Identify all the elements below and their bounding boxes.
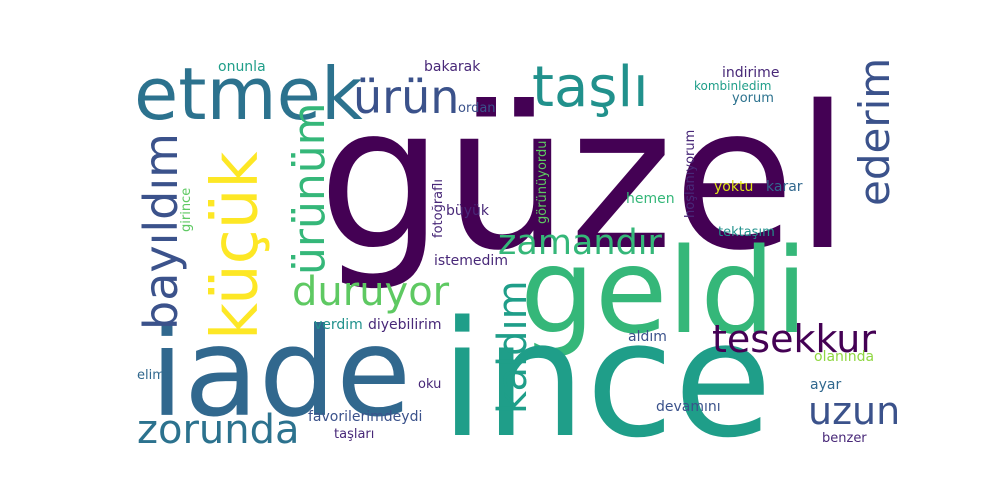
- word-tektasim: tektaşım: [718, 225, 775, 240]
- word-benzer: benzer: [822, 431, 867, 446]
- word-taslari: taşları: [334, 427, 375, 442]
- word-karar: karar: [766, 179, 803, 195]
- word-oku: oku: [418, 377, 442, 392]
- word-geldi: geldi: [520, 222, 808, 360]
- word-kaldim: kaldım: [490, 280, 536, 414]
- word-indirime: indirime: [722, 65, 780, 81]
- word-tasli: taşlı: [532, 55, 649, 120]
- word-zamandir: zamandır: [498, 223, 662, 263]
- word-olaninda: olanında: [814, 349, 875, 365]
- word-onunla: onunla: [218, 59, 266, 75]
- word-fotografli: fotoğraflı: [431, 179, 446, 238]
- word-iade: iade: [150, 302, 412, 444]
- word-bayildim: bayıldım: [134, 133, 188, 330]
- word-ederim: ederim: [850, 57, 899, 206]
- word-istemedim: istemedim: [434, 253, 508, 269]
- word-gorunuyordu: görünüyordu: [535, 140, 550, 224]
- word-zorunda: zorunda: [137, 407, 300, 453]
- word-bakarak: bakarak: [424, 59, 481, 75]
- word-kucuk: küçük: [199, 151, 273, 340]
- word-ince: ince: [440, 286, 773, 473]
- word-diyebilirim: diyebilirim: [368, 317, 442, 333]
- word-urun: ürün: [353, 70, 460, 124]
- word-urunum: ürünüm: [284, 102, 335, 276]
- word-duruyor: duruyor: [292, 269, 450, 315]
- word-ordan: ordan: [458, 101, 496, 116]
- word-hoslaniyorum: hoşlanıyorum: [683, 129, 698, 218]
- word-verdim: verdim: [314, 317, 363, 333]
- word-yoktu: yoktu: [714, 179, 754, 195]
- word-yorum: yorum: [732, 91, 774, 106]
- word-tesekkur: tesekkur: [712, 317, 877, 361]
- word-favorilerimdeydi: favorilerimdeydi: [308, 409, 423, 425]
- word-uzun: uzun: [808, 389, 901, 433]
- word-hemen: hemen: [626, 191, 675, 207]
- word-girince: girince: [179, 187, 194, 232]
- word-guzel: güzel: [318, 63, 850, 294]
- word-devamini: devamını: [656, 399, 721, 415]
- word-buyuk: büyük: [446, 203, 490, 219]
- word-kombinledim: kombinledim: [694, 79, 772, 93]
- word-aldim: aldım: [628, 329, 667, 345]
- word-etmek: etmek: [134, 52, 363, 136]
- word-elime: elime: [137, 368, 173, 383]
- word-ayar: ayar: [810, 377, 842, 393]
